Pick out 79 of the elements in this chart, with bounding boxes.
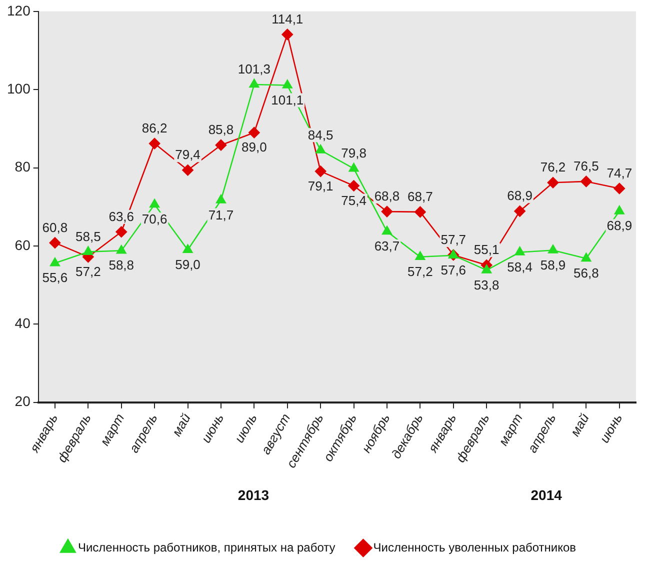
- point: [249, 78, 260, 88]
- data-label: 76,2: [540, 160, 566, 175]
- point: [150, 198, 160, 208]
- data-label: 63,6: [108, 208, 134, 224]
- point: [282, 80, 292, 88]
- y-tick-label: 120: [7, 2, 31, 18]
- data-label: 68,9: [606, 218, 632, 234]
- data-label: 84,5: [308, 127, 334, 142]
- data-label: 57,6: [440, 262, 466, 278]
- data-label: 56,8: [574, 266, 599, 281]
- data-label: 55,6: [42, 270, 68, 286]
- point: [148, 138, 160, 150]
- data-label: 58,9: [540, 257, 566, 272]
- data-label: 76,5: [574, 158, 599, 174]
- data-label: 85,8: [208, 122, 234, 138]
- point: [83, 246, 94, 255]
- y-tick-label: 100: [7, 80, 31, 96]
- data-label: 55,1: [474, 242, 500, 258]
- point: [316, 144, 326, 154]
- point: [348, 180, 360, 192]
- data-label: 68,7: [408, 189, 433, 204]
- data-label: 79,8: [341, 146, 366, 161]
- point: [414, 206, 426, 218]
- point: [215, 139, 227, 151]
- point: [415, 251, 426, 260]
- data-label: 74,7: [606, 166, 632, 181]
- data-label: 60,8: [42, 220, 68, 235]
- data-label: 89,0: [242, 140, 267, 155]
- data-label: 71,7: [208, 207, 234, 222]
- point: [482, 264, 492, 274]
- point: [514, 206, 526, 217]
- point: [314, 166, 326, 177]
- point: [282, 28, 294, 40]
- data-label: 101,3: [238, 62, 270, 77]
- data-label: 59,0: [175, 256, 200, 272]
- data-label: 63,7: [374, 238, 400, 254]
- y-tick-label: 60: [14, 236, 31, 253]
- point: [216, 194, 226, 204]
- point: [381, 206, 393, 218]
- y-tick-label: 80: [14, 158, 31, 175]
- point: [514, 246, 525, 256]
- data-label: 86,2: [142, 120, 168, 136]
- data-label: 101,1: [271, 92, 304, 108]
- data-label: 53,8: [474, 277, 500, 292]
- data-label: 58,5: [76, 228, 101, 244]
- point: [49, 237, 61, 248]
- point: [614, 206, 624, 214]
- point: [614, 182, 626, 194]
- data-label: 57,7: [440, 232, 466, 248]
- point: [116, 226, 128, 238]
- legend-label: Численность уволенных работников: [373, 540, 576, 554]
- point: [248, 126, 260, 138]
- data-label: 58,4: [507, 259, 532, 274]
- data-label: 70,6: [142, 212, 168, 227]
- data-label: 68,9: [507, 188, 532, 204]
- point: [116, 245, 126, 254]
- point: [50, 258, 60, 266]
- point: [182, 164, 194, 176]
- point: [448, 250, 458, 258]
- text: 2013: [238, 486, 270, 503]
- point: [580, 176, 592, 188]
- data-label: 79,4: [175, 147, 200, 162]
- data-label: 57,2: [76, 264, 101, 279]
- data-label: 114,1: [272, 12, 304, 27]
- data-label: 57,2: [408, 264, 433, 279]
- data-label: 58,8: [108, 258, 134, 273]
- y-tick-label: 40: [14, 315, 31, 332]
- point: [382, 226, 392, 235]
- data-label: 68,8: [374, 188, 400, 204]
- point: [548, 244, 558, 254]
- data-label: 75,4: [341, 192, 366, 208]
- y-tick-label: 20: [14, 393, 31, 410]
- point: [581, 252, 592, 262]
- point: [547, 176, 559, 188]
- text: 2014: [530, 486, 562, 503]
- data-label: 79,1: [308, 178, 334, 194]
- point: [348, 162, 359, 172]
- legend-label: Численность работников, принятых на работу: [78, 540, 336, 554]
- point: [182, 244, 193, 254]
